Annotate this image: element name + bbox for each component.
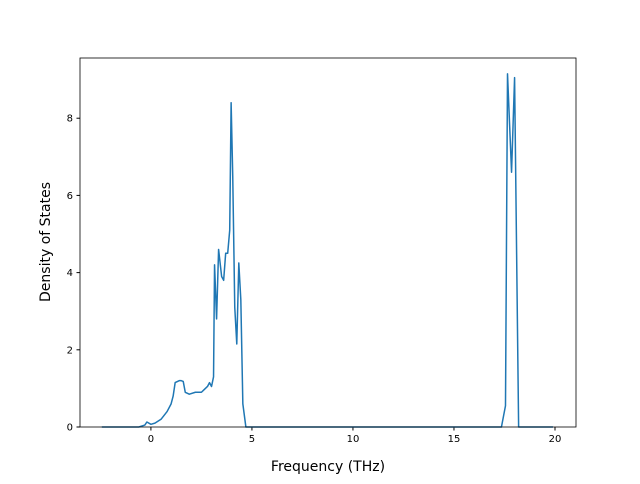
line [101, 73, 553, 428]
plot-frame [79, 57, 577, 428]
y-tick-label: 2 [67, 345, 73, 356]
y-tick-label: 8 [67, 114, 73, 125]
x-tick-label: 10 [347, 434, 360, 445]
x-tick-label: 20 [549, 434, 562, 445]
x-tick-label: 5 [249, 434, 255, 445]
x-tick-label: 15 [448, 434, 461, 445]
y-tick-label: 6 [67, 191, 73, 202]
y-tick-label: 4 [67, 268, 73, 279]
y-tick-label: 0 [67, 423, 73, 434]
x-axis-label: Frequency (THz) [271, 459, 385, 475]
x-tick-label: 0 [148, 434, 154, 445]
y-axis-label: Density of States [38, 182, 54, 302]
